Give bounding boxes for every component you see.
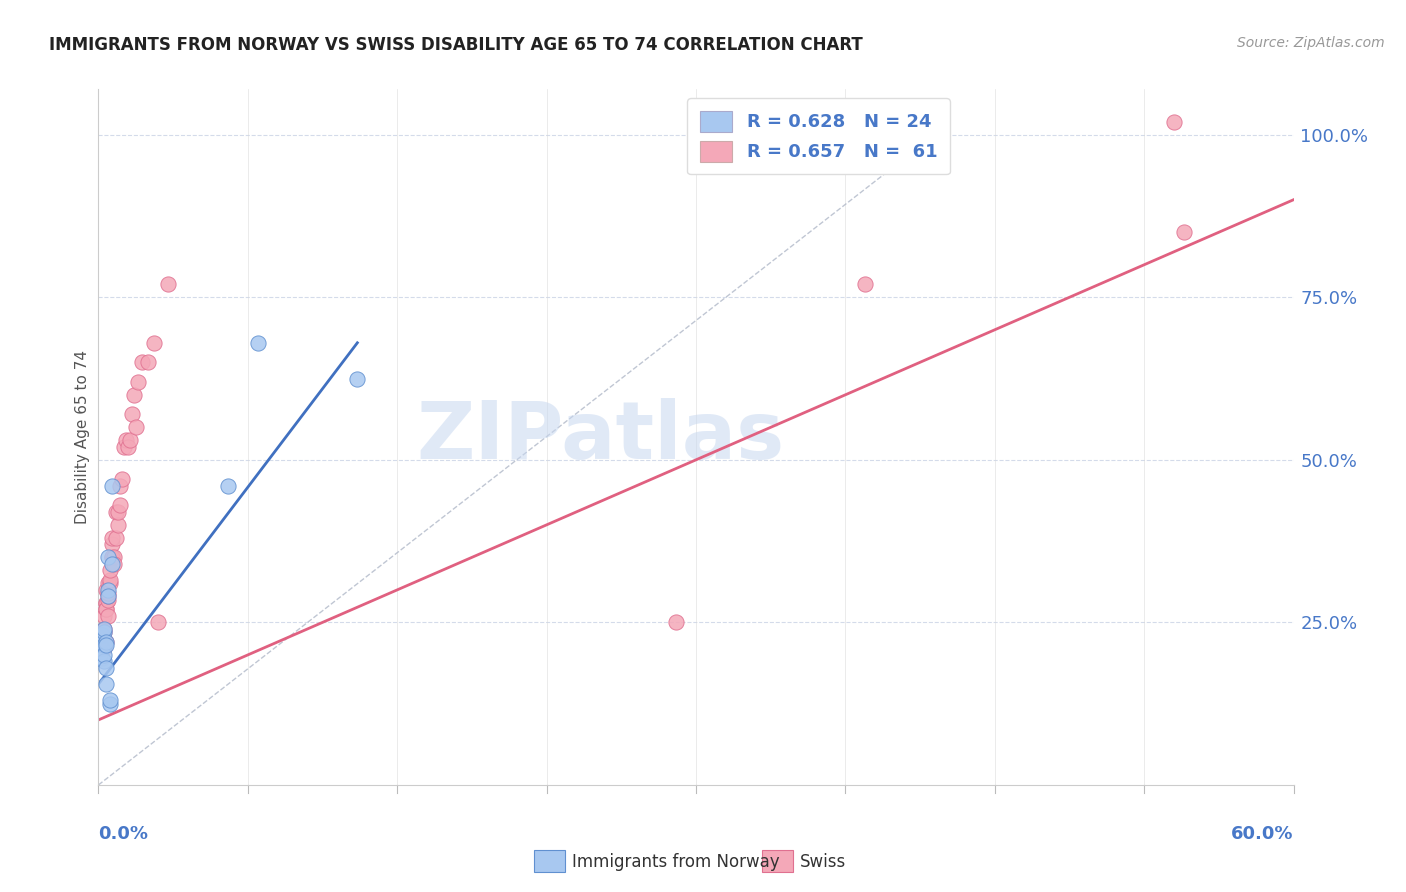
Point <box>101 479 124 493</box>
Point <box>93 622 115 636</box>
Point <box>93 641 115 656</box>
Point <box>89 625 111 640</box>
Point <box>346 371 368 385</box>
Point <box>96 635 118 649</box>
Point <box>107 505 129 519</box>
Point <box>98 576 122 591</box>
Point <box>91 632 114 646</box>
Text: ZIPatlas: ZIPatlas <box>416 398 785 476</box>
Point <box>1173 225 1195 239</box>
Point <box>124 388 146 402</box>
Point <box>91 641 114 656</box>
Point <box>91 651 114 665</box>
Point <box>96 661 118 675</box>
Point <box>97 590 120 604</box>
Point <box>105 505 128 519</box>
Point <box>101 531 124 545</box>
Point <box>89 632 111 646</box>
Point <box>89 635 111 649</box>
Point <box>97 590 120 604</box>
Point <box>143 335 166 350</box>
Point <box>98 693 122 707</box>
Point <box>93 654 115 668</box>
Point <box>93 632 115 646</box>
Point <box>93 625 115 640</box>
Point <box>112 440 135 454</box>
Text: Immigrants from Norway: Immigrants from Norway <box>572 853 780 871</box>
Point <box>97 550 120 565</box>
Point <box>91 628 114 642</box>
Point <box>125 420 148 434</box>
Point <box>96 677 118 691</box>
Point <box>93 608 115 623</box>
Point <box>131 355 153 369</box>
Point <box>110 479 132 493</box>
Point <box>96 635 118 649</box>
Point <box>111 472 134 486</box>
Point <box>96 596 118 610</box>
Point <box>97 576 120 591</box>
Point <box>246 335 269 350</box>
Point <box>101 537 124 551</box>
Point <box>91 635 114 649</box>
Point <box>89 635 111 649</box>
Legend: R = 0.628   N = 24, R = 0.657   N =  61: R = 0.628 N = 24, R = 0.657 N = 61 <box>688 98 950 174</box>
Point <box>136 355 159 369</box>
Point <box>853 277 876 292</box>
Y-axis label: Disability Age 65 to 74: Disability Age 65 to 74 <box>75 350 90 524</box>
Point <box>98 697 122 711</box>
Point <box>101 557 124 571</box>
Point <box>97 586 120 600</box>
Point <box>105 531 128 545</box>
Point <box>665 615 688 630</box>
Point <box>91 638 114 652</box>
Point <box>96 582 118 597</box>
Point <box>107 517 129 532</box>
Point <box>1163 114 1185 128</box>
Point <box>97 608 120 623</box>
Point <box>121 407 143 421</box>
Text: Source: ZipAtlas.com: Source: ZipAtlas.com <box>1237 36 1385 50</box>
Point <box>93 648 115 662</box>
Point <box>96 602 118 616</box>
Point <box>120 434 142 448</box>
Point <box>93 622 115 636</box>
Point <box>101 550 124 565</box>
Point <box>157 277 180 292</box>
Point <box>97 592 120 607</box>
Point <box>115 434 138 448</box>
Point <box>148 615 170 630</box>
Point <box>93 632 115 646</box>
Point <box>89 648 111 662</box>
Text: IMMIGRANTS FROM NORWAY VS SWISS DISABILITY AGE 65 TO 74 CORRELATION CHART: IMMIGRANTS FROM NORWAY VS SWISS DISABILI… <box>49 36 863 54</box>
Text: Swiss: Swiss <box>800 853 846 871</box>
Point <box>103 550 125 565</box>
Point <box>117 440 139 454</box>
Point <box>96 602 118 616</box>
Point <box>91 641 114 656</box>
Point <box>98 573 122 587</box>
Point <box>91 635 114 649</box>
Point <box>93 625 115 640</box>
Text: 60.0%: 60.0% <box>1232 825 1294 843</box>
Point <box>217 479 239 493</box>
Point <box>96 596 118 610</box>
Point <box>110 499 132 513</box>
Point <box>91 632 114 646</box>
Point <box>98 563 122 577</box>
Point <box>89 628 111 642</box>
Point <box>93 635 115 649</box>
Point <box>127 375 149 389</box>
Text: 0.0%: 0.0% <box>98 825 149 843</box>
Point <box>103 557 125 571</box>
Point <box>93 638 115 652</box>
Point <box>101 550 124 565</box>
Point <box>97 582 120 597</box>
Point <box>96 638 118 652</box>
